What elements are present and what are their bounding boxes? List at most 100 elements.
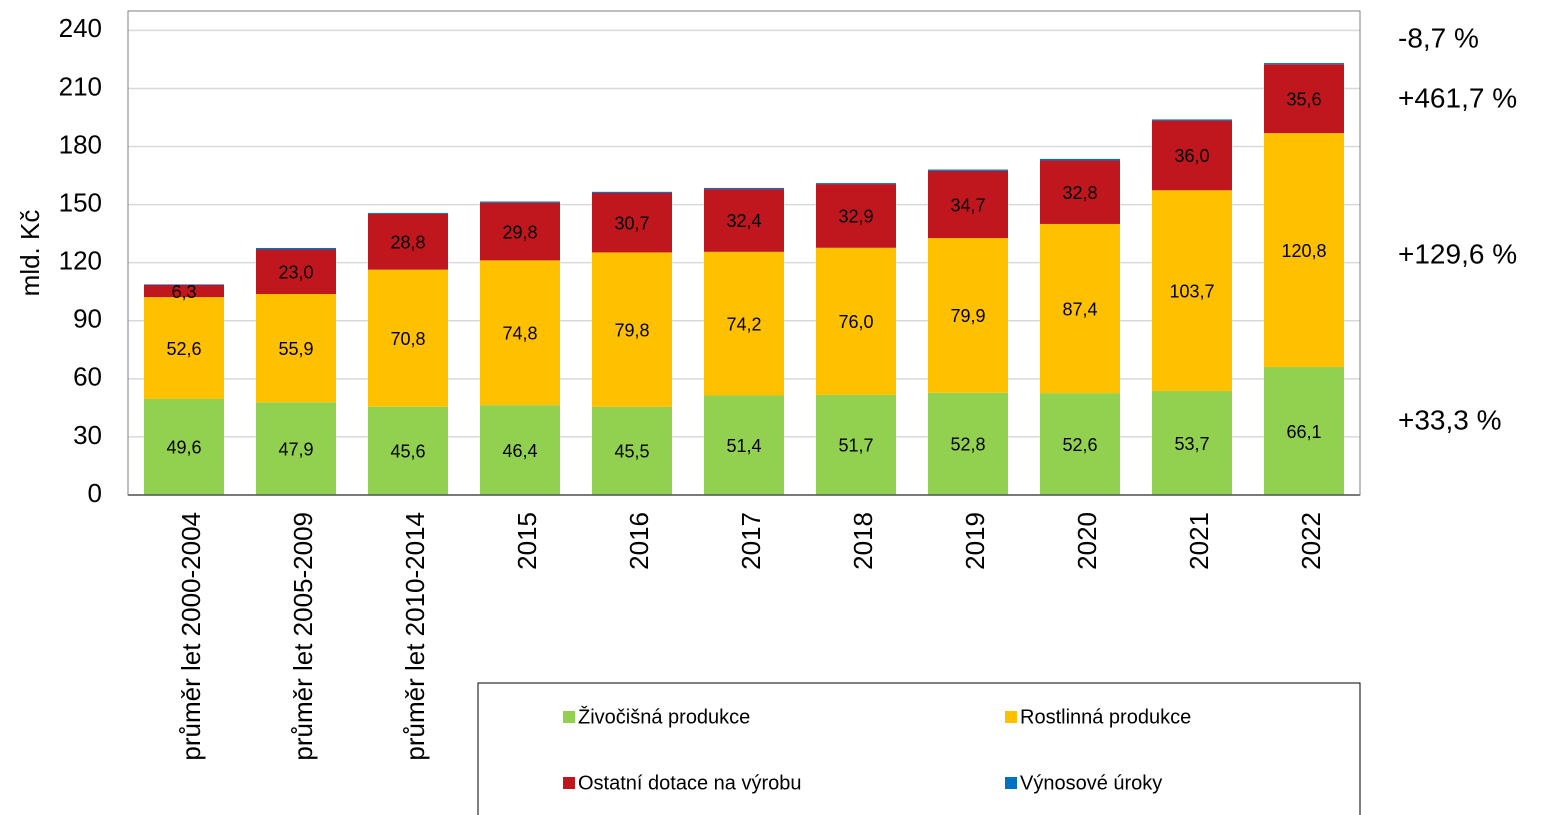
y-tick-label: 180 [59, 129, 102, 159]
bar-segment [816, 184, 896, 248]
bar-segment [704, 395, 784, 495]
data-label: 53,7 [1174, 434, 1209, 454]
legend-swatch [563, 777, 575, 789]
plot-frame [127, 10, 1361, 496]
bar-segment [480, 260, 560, 406]
x-tick-label: průměr let 2000-2004 [176, 512, 206, 761]
data-label: 74,8 [502, 324, 537, 344]
data-label: 55,9 [278, 339, 313, 359]
data-label: 87,4 [1062, 299, 1097, 319]
x-tick-label: 2022 [1296, 512, 1326, 570]
legend-label: Živočišná produkce [578, 705, 750, 728]
legend-swatch [1005, 711, 1017, 723]
bar-segment [1152, 391, 1232, 495]
data-label: 66,1 [1286, 422, 1321, 442]
data-label: 47,9 [278, 439, 313, 459]
data-label: 45,6 [390, 442, 425, 462]
x-tick-label: 2017 [736, 512, 766, 570]
data-label: 23,0 [278, 263, 313, 283]
legend-box [477, 682, 1361, 815]
y-tick-label: 0 [88, 478, 102, 508]
bar-segment [1040, 393, 1120, 495]
bar-segment [144, 284, 224, 298]
x-tick-label: 2018 [848, 512, 878, 570]
data-label: 49,6 [166, 438, 201, 458]
y-tick-label: 90 [73, 304, 102, 334]
bar-segment [1152, 119, 1232, 121]
y-tick-label: 30 [73, 420, 102, 450]
bar-segment [256, 247, 336, 250]
data-label: 28,8 [390, 233, 425, 253]
bar-segment [816, 183, 896, 185]
bar-segment [1040, 158, 1120, 161]
bar-segment [368, 269, 448, 407]
change-annotation: -8,7 % [1398, 22, 1479, 53]
change-annotation: +461,7 % [1398, 82, 1517, 113]
bar-segment [1152, 120, 1232, 191]
data-label: 34,7 [950, 195, 985, 215]
bar-segment [592, 252, 672, 407]
bar-segment [1040, 160, 1120, 224]
y-tick-label: 60 [73, 362, 102, 392]
data-label: 35,6 [1286, 89, 1321, 109]
data-label: 74,2 [726, 314, 761, 334]
bar-segment [368, 212, 448, 214]
x-tick-label: 2019 [960, 512, 990, 570]
x-tick-label: 2015 [512, 512, 542, 570]
legend-label: Ostatní dotace na výrobu [578, 772, 801, 794]
data-label: 51,7 [838, 436, 873, 456]
bar-segment [1264, 367, 1344, 495]
data-label: 52,6 [1062, 435, 1097, 455]
y-tick-label: 240 [59, 13, 102, 43]
data-label: 6,3 [171, 282, 196, 302]
bar-segment [480, 405, 560, 495]
bar-segment [592, 192, 672, 253]
data-label: 36,0 [1174, 146, 1209, 166]
bar-segment [1040, 223, 1120, 394]
data-label: 79,9 [950, 306, 985, 326]
bar-segment [816, 247, 896, 395]
x-tick-label: průměr let 2010-2014 [400, 512, 430, 761]
data-label: 103,7 [1169, 281, 1214, 301]
bar-segment [816, 394, 896, 495]
x-tick-label: 2016 [624, 512, 654, 570]
change-annotation: +33,3 % [1398, 404, 1502, 435]
bar-segment [928, 170, 1008, 239]
bar-segment [704, 187, 784, 190]
bar-segment [256, 294, 336, 403]
bar-segment [368, 213, 448, 270]
bar-segment [480, 202, 560, 261]
bar-segment [1264, 133, 1344, 368]
bar-segment [256, 249, 336, 295]
data-label: 70,8 [390, 329, 425, 349]
data-label: 120,8 [1281, 241, 1326, 261]
data-label: 52,8 [950, 435, 985, 455]
bar-segment [592, 406, 672, 495]
bar-segment [480, 201, 560, 203]
data-label: 45,5 [614, 442, 649, 462]
bar-segment [144, 398, 224, 495]
change-annotation: +129,6 % [1398, 238, 1517, 269]
legend-label: Výnosové úroky [1020, 772, 1162, 794]
bar-segment [928, 169, 1008, 171]
data-label: 76,0 [838, 312, 873, 332]
data-label: 29,8 [502, 222, 537, 242]
x-tick-label: průměr let 2005-2009 [288, 512, 318, 761]
y-tick-label: 210 [59, 71, 102, 101]
x-tick-label: 2020 [1072, 512, 1102, 570]
legend-swatch [563, 711, 575, 723]
bar-segment [592, 191, 672, 193]
y-tick-label: 150 [59, 187, 102, 217]
bar-segment [928, 238, 1008, 393]
y-tick-label: 120 [59, 246, 102, 276]
data-label: 52,6 [166, 339, 201, 359]
data-label: 79,8 [614, 320, 649, 340]
bar-segment [704, 189, 784, 252]
bar-segment [1264, 63, 1344, 65]
data-label: 32,4 [726, 211, 761, 231]
legend-swatch [1005, 777, 1017, 789]
x-tick-label: 2021 [1184, 512, 1214, 570]
bar-segment [704, 251, 784, 396]
bar-segment [368, 406, 448, 495]
bar-segment [1152, 190, 1232, 392]
